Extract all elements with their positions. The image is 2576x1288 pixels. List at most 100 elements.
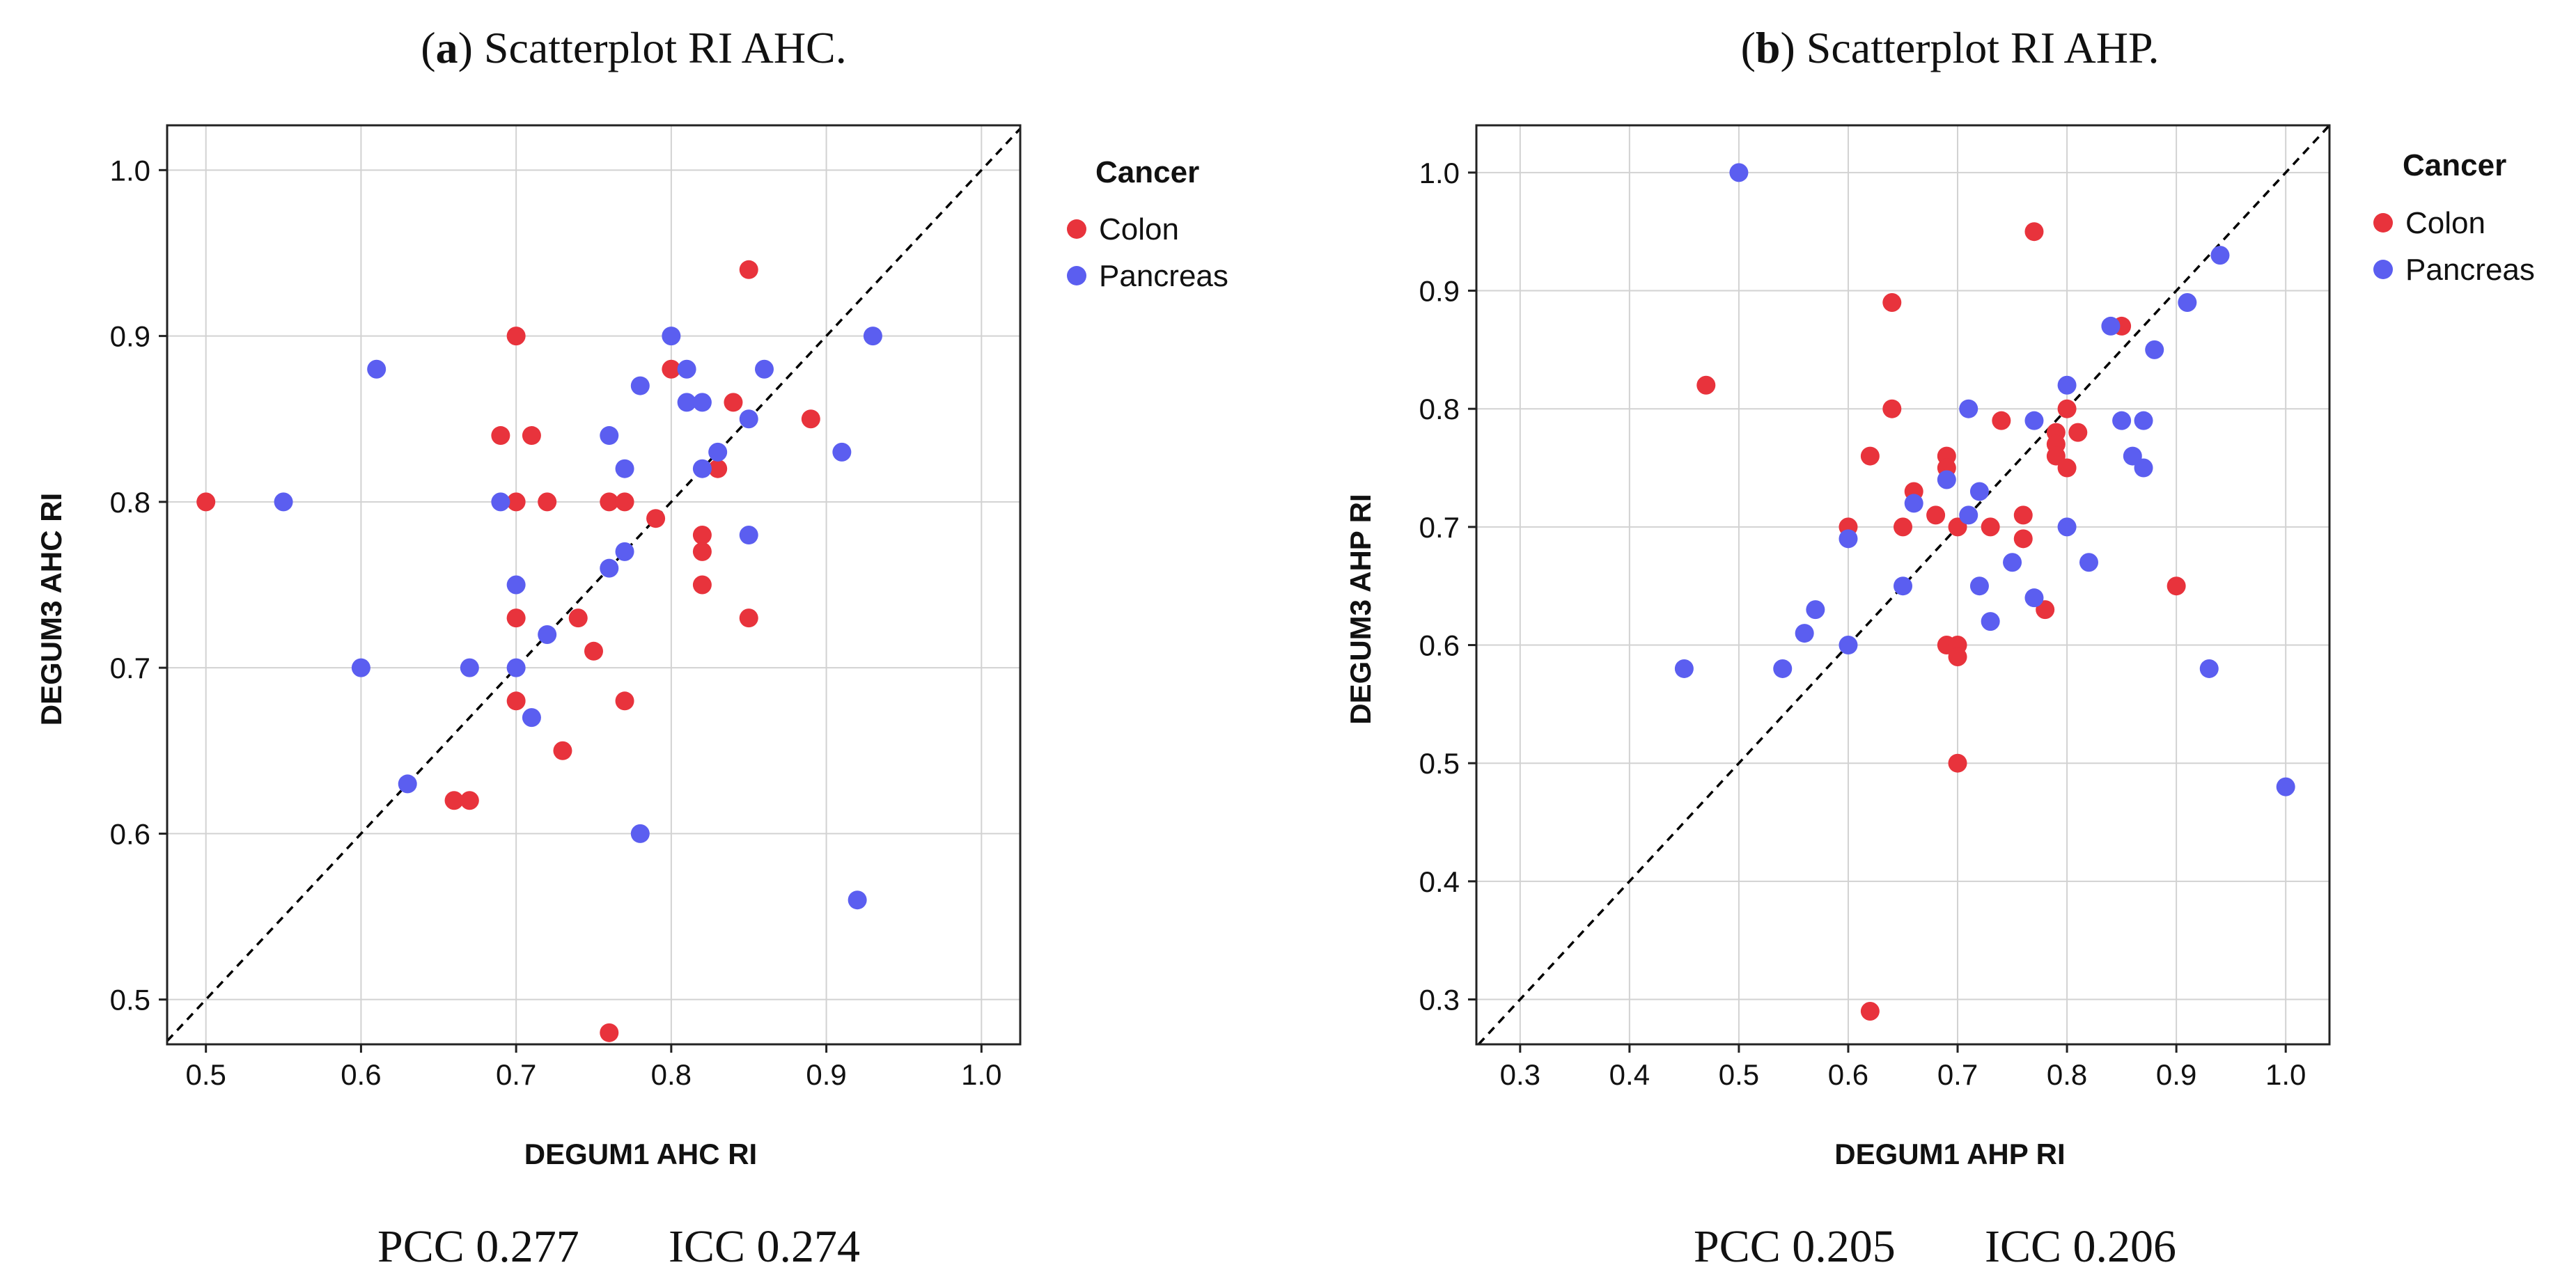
panel-b-point-colon <box>2057 399 2077 418</box>
panel-b-identity-line <box>1477 125 2329 1044</box>
panel-b-y-tick-label: 0.4 <box>1419 865 1460 898</box>
panel-b-title-text: Scatterplot RI AHP. <box>1806 23 2160 72</box>
panel-b-y-tick-label: 0.7 <box>1419 511 1460 544</box>
panel-b-point-pancreas <box>1729 163 1749 182</box>
panel-b-legend-colon-label: Colon <box>2405 206 2485 240</box>
panel-b-point-colon <box>1882 292 1902 312</box>
panel-b-legend-pancreas-label: Pancreas <box>2405 253 2535 287</box>
panel-b-icc: ICC 0.206 <box>1985 1221 2176 1272</box>
panel-b-point-pancreas <box>2057 375 2077 395</box>
panel-b-point-pancreas <box>2123 446 2142 466</box>
panel-a-point-pancreas <box>615 542 634 561</box>
panel-a-pcc: PCC 0.277 <box>377 1221 579 1272</box>
panel-b-point-colon <box>1948 753 1967 773</box>
panel-a-point-pancreas <box>708 442 728 462</box>
panel-b-point-pancreas <box>1969 576 1989 596</box>
panel-b-y-tick-label: 0.6 <box>1419 629 1460 662</box>
panel-a-point-pancreas <box>692 393 712 412</box>
panel-a-point-pancreas <box>832 442 852 462</box>
panel-a-legend: Cancer Colon Pancreas <box>1067 155 1228 293</box>
panel-b-point-colon <box>2024 222 2044 242</box>
panel-b-point-pancreas <box>1937 470 1956 489</box>
panel-a-point-colon <box>196 492 216 512</box>
panel-b-point-pancreas <box>1969 482 1989 501</box>
panel-a-point-pancreas <box>739 526 758 545</box>
panel-a-point-colon <box>662 359 681 379</box>
panel-b-x-tick-label: 0.3 <box>1500 1058 1540 1091</box>
panel-a-point-colon <box>646 509 666 528</box>
panel-b-point-pancreas <box>2199 659 2219 678</box>
panel-a-point-colon <box>506 492 526 512</box>
panel-b-point-pancreas <box>2276 777 2295 796</box>
panel-b-point-pancreas <box>2134 411 2153 430</box>
panel-a-point-pancreas <box>739 409 758 429</box>
panel-b-point-pancreas <box>1959 505 1978 525</box>
panel-b-point-colon <box>2068 423 2088 442</box>
panel-a-point-colon <box>522 426 541 446</box>
panel-b-point-pancreas <box>1839 636 1858 655</box>
panel-a-y-tick-label: 0.9 <box>110 320 150 353</box>
panel-a-legend-colon-marker <box>1067 219 1086 239</box>
panel-b-point-colon <box>1926 505 1946 525</box>
panel-a-point-pancreas <box>398 774 417 794</box>
panel-b-point-pancreas <box>2134 458 2153 478</box>
panel-a-point-pancreas <box>274 492 293 512</box>
panel-a-point-pancreas <box>506 575 526 595</box>
panel-a-point-pancreas <box>600 558 619 578</box>
panel-a-point-pancreas <box>367 359 387 379</box>
panel-b-y-tick-label: 0.9 <box>1419 275 1460 308</box>
panel-b-y-tick-label: 1.0 <box>1419 157 1460 189</box>
panel-b-point-pancreas <box>1674 659 1694 678</box>
panel-b-point-colon <box>2013 529 2033 549</box>
panel-a-point-colon <box>615 492 634 512</box>
panel-a-point-pancreas <box>615 459 634 478</box>
panel-a-point-pancreas <box>506 658 526 677</box>
panel-b-point-pancreas <box>2101 316 2121 336</box>
panel-a-point-pancreas <box>630 376 650 395</box>
panel-a-point-pancreas <box>351 658 370 677</box>
panel-b-point-colon <box>2036 600 2055 620</box>
panel-a-point-colon <box>538 492 557 512</box>
panel-b-point-colon <box>2167 576 2186 596</box>
panel-a-x-tick-label: 0.9 <box>806 1058 846 1091</box>
panel-b-legend-colon-marker <box>2373 213 2393 233</box>
panel-b-point-pancreas <box>1981 612 2000 631</box>
panel-a-point-colon <box>739 260 758 279</box>
panel-b-title: (b) Scatterplot RI AHP. <box>1741 23 2160 72</box>
panel-b-point-pancreas <box>2210 246 2230 265</box>
panel-b-point-colon <box>2057 458 2077 478</box>
panel-a-point-pancreas <box>600 426 619 446</box>
panel-a-point-pancreas <box>677 393 696 412</box>
panel-a-legend-title: Cancer <box>1095 155 1199 189</box>
panel-b-point-pancreas <box>2112 411 2132 430</box>
panel-a-point-colon <box>692 542 712 561</box>
panel-a-icc: ICC 0.274 <box>669 1221 860 1272</box>
panel-b-point-colon <box>1860 446 1880 466</box>
panel-a-x-axis-label: DEGUM1 AHC RI <box>524 1138 757 1170</box>
panel-a-point-colon <box>692 575 712 595</box>
panel-a-legend-pancreas-label: Pancreas <box>1099 259 1228 293</box>
panel-a-point-colon <box>615 691 634 711</box>
panel-b-legend-title: Cancer <box>2403 148 2506 182</box>
panel-b-y-axis-label: DEGUM3 AHP RI <box>1344 494 1377 724</box>
panel-a-title: (a) Scatterplot RI AHC. <box>421 23 846 72</box>
panel-a-point-pancreas <box>460 658 479 677</box>
panel-b-plot-frame <box>1475 124 2331 1046</box>
panel-b-point-pancreas <box>1773 659 1793 678</box>
panel-b-point-pancreas <box>1806 600 1825 620</box>
panel-a-point-pancreas <box>848 890 867 910</box>
panel-b-point-pancreas <box>2024 588 2044 608</box>
panel-a-y-tick-label: 0.7 <box>110 652 150 684</box>
panel-a-point-colon <box>801 409 820 429</box>
panel-b: (b) Scatterplot RI AHP. 0.3 0.4 0.5 0.6 0.7 0… <box>1344 23 2535 1272</box>
panel-a-y-tick-label: 1.0 <box>110 154 150 187</box>
panel-a-identity-line <box>167 127 1020 1042</box>
panel-a-x-tick-label: 1.0 <box>961 1058 1001 1091</box>
panel-a-point-pancreas <box>491 492 510 512</box>
panel-b-y-tick-label: 0.5 <box>1419 747 1460 780</box>
panel-a-legend-pancreas-marker <box>1067 266 1086 285</box>
panel-a-x-tick-label: 0.8 <box>651 1058 692 1091</box>
panel-a-point-colon <box>600 1023 619 1042</box>
panel-a-point-colon <box>708 459 728 478</box>
panel-a-point-pancreas <box>863 327 882 346</box>
